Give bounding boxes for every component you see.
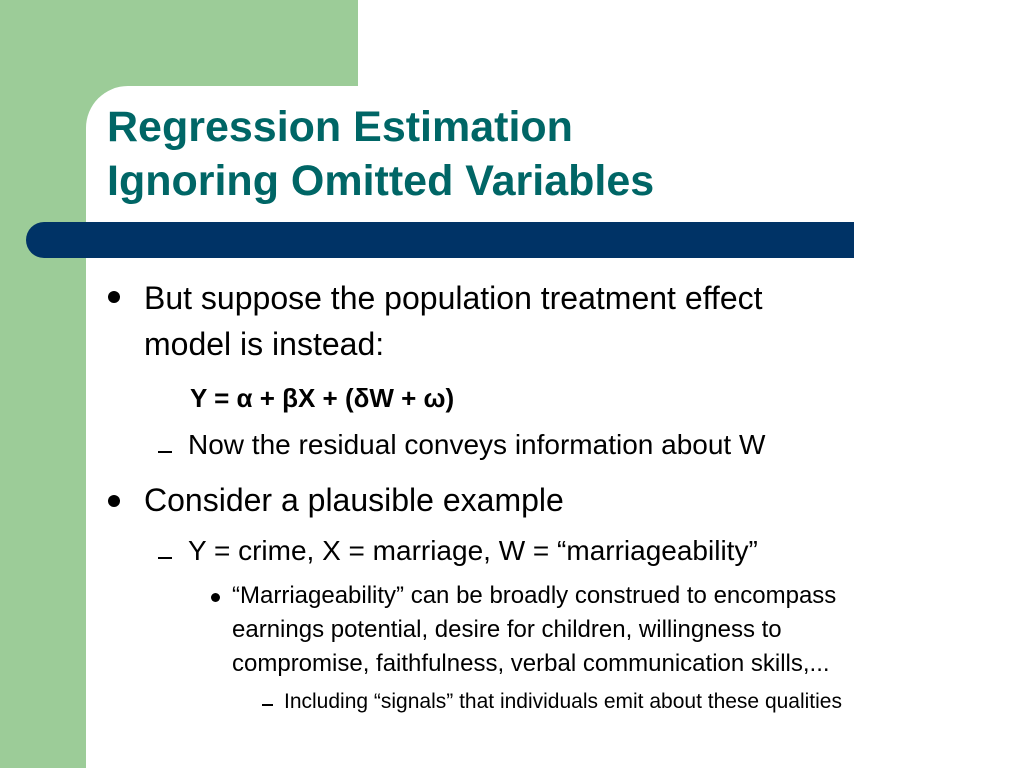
rounded-corner-panel — [86, 86, 486, 486]
title-underline-bar — [26, 222, 854, 258]
dash-icon — [158, 451, 172, 453]
bullet-1-line-2: model is instead: — [144, 326, 385, 362]
equation: Y = α + βX + (δW + ω) — [190, 383, 455, 413]
sub-sub-line-1: “Marriageability” can be broadly constru… — [232, 582, 837, 609]
bullet-1-line-1: But suppose the population treatment eff… — [144, 280, 763, 316]
dash-icon — [262, 704, 273, 706]
title-line-2: Ignoring Omitted Variables — [107, 157, 655, 205]
sub-sub-sub-line: Including “signals” that individuals emi… — [284, 690, 842, 713]
slide-title: Regression Estimation Ignoring Omitted V… — [107, 100, 654, 208]
sub-sub-line-3: compromise, faithfulness, verbal communi… — [232, 650, 830, 677]
small-bullet-dot-icon — [211, 593, 220, 602]
bullet-1-sub-1: Now the residual conveys information abo… — [188, 429, 766, 460]
title-line-1: Regression Estimation — [107, 103, 573, 151]
bullet-2-sub-1: Y = crime, X = marriage, W = “marriageab… — [188, 535, 758, 566]
bullet-2-text: Consider a plausible example — [144, 482, 564, 518]
sub-sub-line-2: earnings potential, desire for children,… — [232, 616, 782, 643]
bullet-dot-icon — [108, 291, 120, 303]
bullet-dot-icon — [108, 495, 120, 507]
green-left-band — [0, 0, 86, 768]
dash-icon — [158, 557, 172, 559]
